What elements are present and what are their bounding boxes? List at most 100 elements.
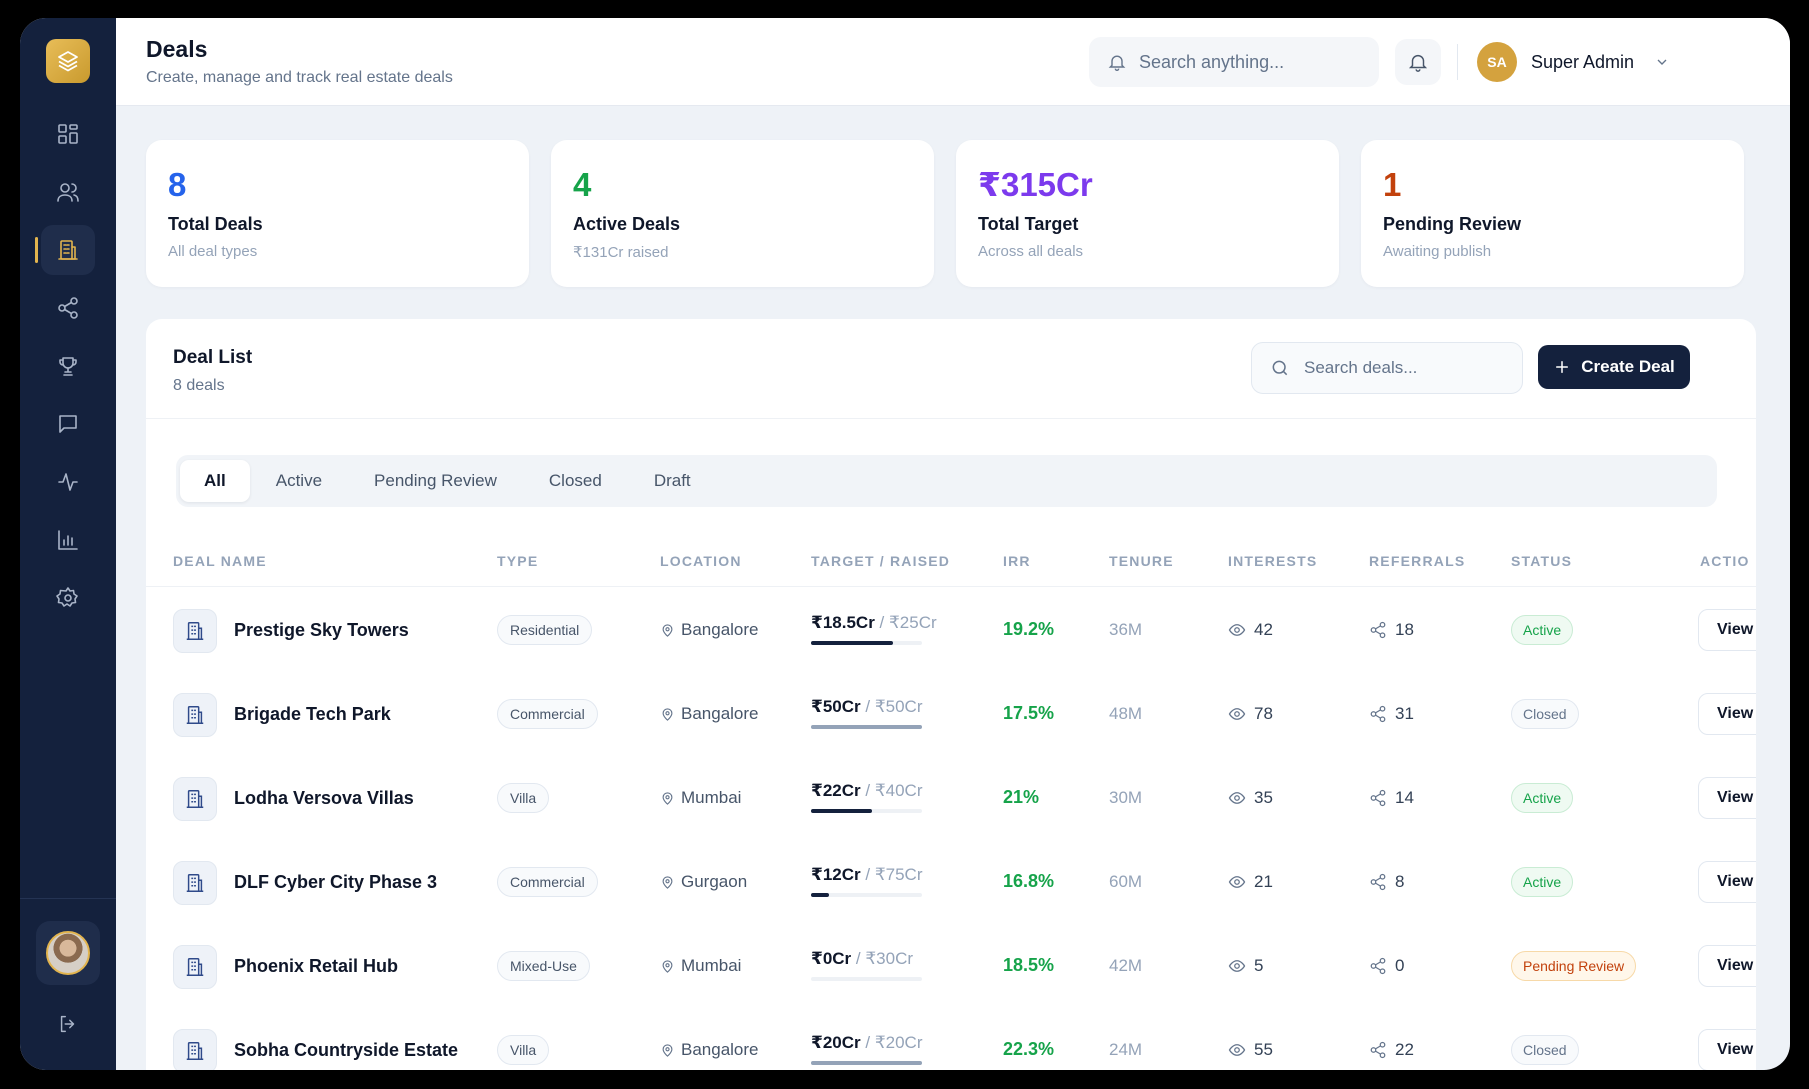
status-badge: Active [1511, 615, 1574, 645]
deal-name[interactable]: Sobha Countryside Estate [234, 1040, 459, 1060]
deal-type-badge: Commercial [497, 699, 598, 729]
stat-sub: All deal types [168, 243, 258, 260]
activity-icon [58, 473, 78, 491]
deal-interests-count: 42 [1254, 620, 1273, 639]
tab-pending-review[interactable]: Pending Review [374, 471, 497, 490]
deal-irr: 16.8% [1003, 871, 1055, 891]
deal-irr: 18.5% [1003, 955, 1055, 975]
logout-button[interactable] [57, 1013, 79, 1040]
create-deal-button[interactable]: Create Deal [1538, 345, 1690, 389]
deal-referrals-count: 18 [1395, 620, 1414, 639]
view-deal-button[interactable]: View [1698, 861, 1756, 903]
column-header[interactable]: LOCATION [660, 553, 742, 569]
table-row[interactable]: Sobha Countryside Estate Villa Bangalore… [146, 1007, 1756, 1070]
column-header[interactable]: TYPE [497, 553, 539, 569]
tab-all[interactable]: All [180, 460, 250, 502]
sidebar-item-deals[interactable] [35, 225, 95, 275]
deal-type-badge: Commercial [497, 867, 598, 897]
sidebar-nav [35, 109, 95, 623]
status-badge: Closed [1511, 699, 1579, 729]
table-header: DEAL NAME TYPE LOCATION TARGET / RAISED … [146, 537, 1756, 587]
deal-name[interactable]: DLF Cyber City Phase 3 [234, 872, 438, 892]
raise-progress-bar [811, 1061, 922, 1065]
sidebar-item-dashboard[interactable] [41, 109, 95, 159]
raise-progress-bar [811, 809, 922, 813]
deal-location: Bangalore [660, 1040, 759, 1060]
deal-location-text: Bangalore [681, 620, 759, 639]
column-header[interactable]: INTERESTS [1228, 553, 1318, 569]
stat-card-total-deals: 8 Total Deals All deal types [146, 140, 529, 287]
table-row[interactable]: Phoenix Retail Hub Mixed-Use Mumbai ₹0Cr… [146, 923, 1756, 1007]
search-icon [1272, 360, 1288, 376]
sidebar-item-users[interactable] [41, 167, 95, 217]
column-header[interactable]: REFERRALS [1369, 553, 1466, 569]
share-icon [1370, 621, 1386, 639]
view-deal-button[interactable]: View [1698, 693, 1756, 735]
user-avatar: SA [1477, 42, 1517, 82]
raise-progress-fill [811, 809, 873, 813]
deal-name[interactable]: Phoenix Retail Hub [234, 956, 399, 976]
deal-irr: 22.3% [1003, 1039, 1055, 1059]
sidebar-item-referrals[interactable] [41, 283, 95, 333]
deal-location-text: Mumbai [681, 956, 742, 975]
notifications-button[interactable] [1395, 39, 1441, 85]
sidebar-item-reports[interactable] [41, 515, 95, 565]
tab-draft[interactable]: Draft [653, 471, 691, 490]
table-row[interactable]: Lodha Versova Villas Villa Mumbai ₹22Cr … [146, 755, 1756, 839]
deal-target: ₹40Cr [874, 781, 923, 800]
user-menu[interactable]: SA Super Admin [1477, 42, 1670, 82]
header-divider [1457, 44, 1458, 80]
table-row[interactable]: DLF Cyber City Phase 3 Commercial Gurgao… [146, 839, 1756, 923]
eye-icon [1228, 792, 1246, 804]
sidebar-item-messages[interactable] [41, 399, 95, 449]
table-row[interactable]: Brigade Tech Park Commercial Bangalore ₹… [146, 671, 1756, 755]
deal-referrals: 14 [1369, 788, 1414, 808]
deal-raised: ₹50Cr [811, 697, 861, 716]
column-header[interactable]: IRR [1003, 553, 1031, 569]
column-header[interactable]: DEAL NAME [173, 553, 267, 569]
deal-list-panel: Deal List 8 deals Search deals... Create… [146, 319, 1756, 1070]
raise-progress-fill [811, 1061, 922, 1065]
deal-building-icon [173, 609, 217, 653]
deal-search-input[interactable]: Search deals... [1251, 342, 1523, 394]
view-deal-button[interactable]: View [1698, 609, 1756, 651]
deal-building-icon [173, 945, 217, 989]
column-header[interactable]: TENURE [1109, 553, 1174, 569]
profile-avatar-button[interactable] [36, 921, 100, 985]
stat-value: 8 [168, 166, 187, 203]
stat-label: Active Deals [573, 214, 681, 234]
deal-interests: 5 [1228, 956, 1263, 976]
column-header[interactable]: STATUS [1511, 553, 1573, 569]
eye-icon [1228, 624, 1246, 636]
deal-name[interactable]: Prestige Sky Towers [234, 620, 409, 640]
tab-active[interactable]: Active [275, 471, 323, 490]
view-deal-button[interactable]: View [1698, 945, 1756, 987]
stat-card-total-target: ₹315Cr Total Target Across all deals [956, 140, 1339, 287]
view-deal-button[interactable]: View [1698, 777, 1756, 819]
plus-icon [1556, 361, 1569, 373]
sidebar-item-activity[interactable] [41, 457, 95, 507]
deal-referrals-count: 0 [1395, 956, 1405, 975]
deal-irr: 17.5% [1003, 703, 1055, 723]
stat-label: Pending Review [1383, 214, 1522, 234]
sidebar-item-rewards[interactable] [41, 341, 95, 391]
global-search-input[interactable]: Search anything... [1089, 37, 1379, 87]
status-badge: Active [1511, 783, 1574, 813]
deal-referrals: 8 [1369, 872, 1404, 892]
table-row[interactable]: Prestige Sky Towers Residential Bangalor… [146, 587, 1756, 671]
app-logo[interactable] [46, 39, 90, 83]
deal-referrals-count: 31 [1395, 704, 1414, 723]
stat-value: 4 [573, 166, 592, 203]
deal-type-badge: Residential [497, 615, 593, 645]
deal-name[interactable]: Brigade Tech Park [234, 704, 391, 724]
column-header[interactable]: TARGET / RAISED [811, 553, 951, 569]
deal-name[interactable]: Lodha Versova Villas [234, 788, 414, 808]
user-name: Super Admin [1531, 51, 1635, 72]
deal-search-placeholder: Search deals... [1304, 358, 1418, 377]
eye-icon [1228, 1044, 1246, 1056]
view-deal-button[interactable]: View [1698, 1029, 1756, 1070]
tab-closed[interactable]: Closed [548, 471, 602, 490]
deal-referrals: 18 [1369, 620, 1414, 640]
sidebar-item-settings[interactable] [41, 573, 95, 623]
deal-type-badge: Villa [497, 1035, 550, 1065]
